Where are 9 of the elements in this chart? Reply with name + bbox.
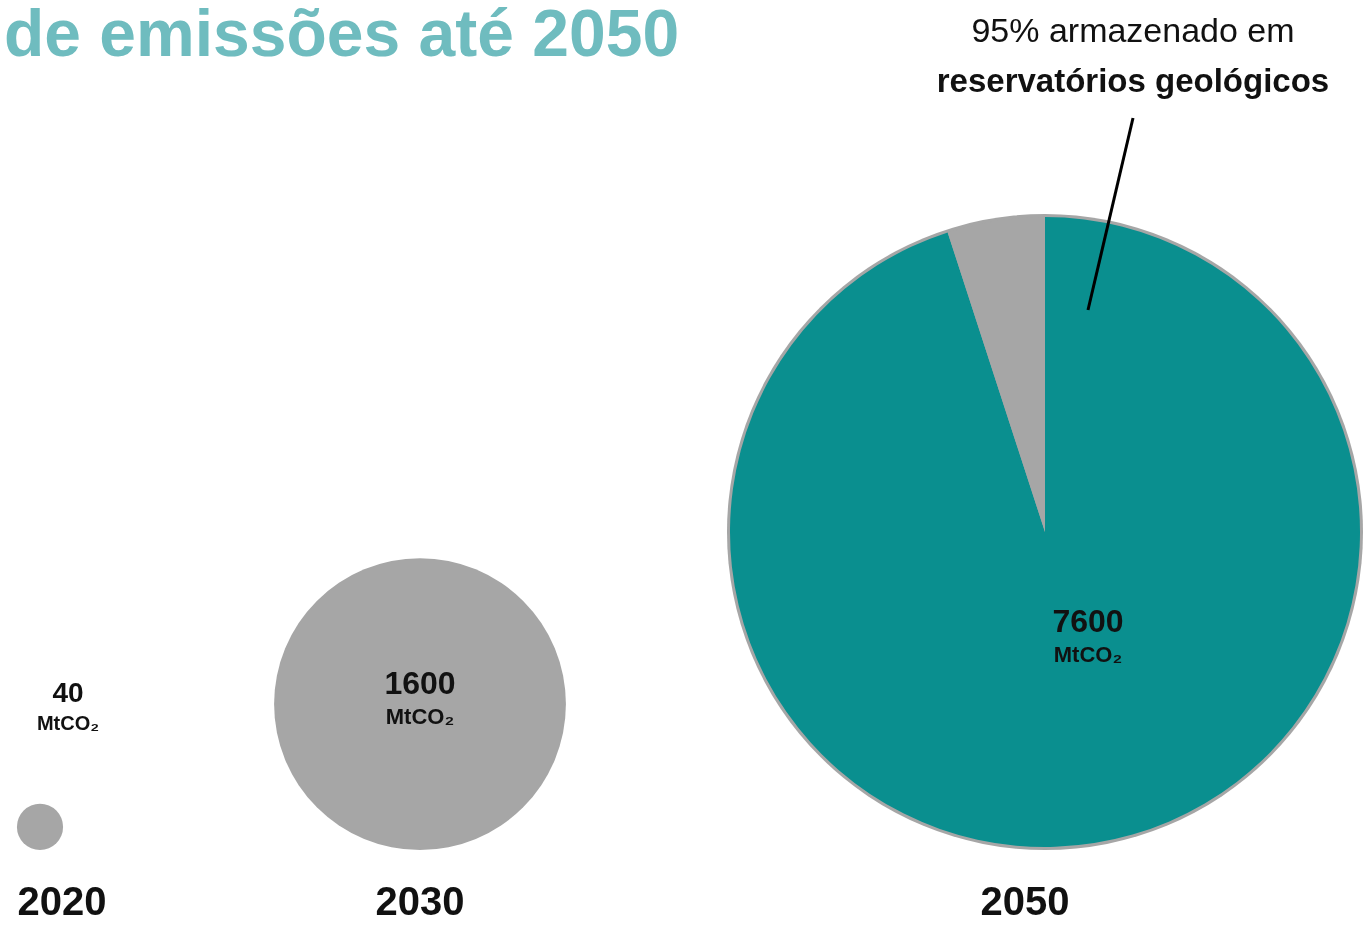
- category-label: 2020: [17, 879, 107, 923]
- category-label: 2030: [375, 879, 465, 923]
- data-label: 1600 MtCO₂: [384, 665, 456, 730]
- data-label: 40 MtCO₂: [36, 677, 100, 734]
- text: 95% armazenado em: [971, 11, 1295, 49]
- text: de emissões até 2050: [4, 0, 680, 70]
- category-label: 2050: [980, 879, 1070, 923]
- data-label: 7600 MtCO₂: [1052, 603, 1124, 667]
- text: reservatórios geológicos: [936, 62, 1330, 99]
